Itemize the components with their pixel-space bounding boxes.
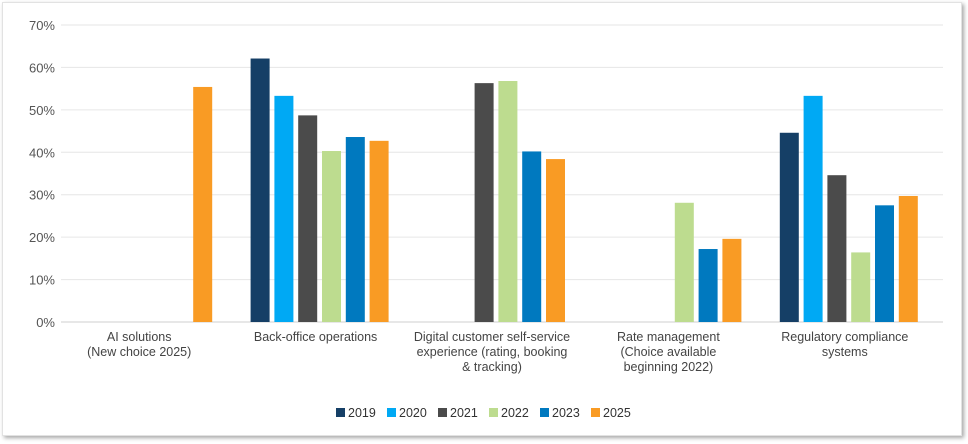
x-category-label: Back-office operations xyxy=(254,330,377,344)
chart-card: 0% 10% 20% 30% 40% 50% 60% 70% AI solutions (New … xyxy=(2,2,962,436)
bar-2021-cat-2 xyxy=(474,83,494,323)
y-tick-label: 40% xyxy=(29,145,55,160)
y-tick-label: 70% xyxy=(29,18,55,33)
x-category-label: systems xyxy=(822,345,868,359)
legend-label-2025: 2025 xyxy=(603,406,631,420)
x-category-label: Regulatory compliance xyxy=(781,330,908,344)
legend-swatch-2021 xyxy=(438,408,447,417)
bar-2022-cat-1 xyxy=(322,151,341,322)
bar-2021-cat-4 xyxy=(827,175,847,322)
x-category-label: & tracking) xyxy=(462,360,522,374)
legend-label-2020: 2020 xyxy=(399,406,427,420)
y-tick-label: 0% xyxy=(36,315,55,330)
x-category-label: Rate management xyxy=(617,330,720,344)
bar-chart: 0% 10% 20% 30% 40% 50% 60% 70% AI solutions(New … xyxy=(29,18,943,420)
bar-2025-cat-1 xyxy=(369,140,389,322)
bar-2019-cat-1 xyxy=(250,58,270,323)
y-tick-label: 50% xyxy=(29,103,55,118)
bar-2023-cat-1 xyxy=(345,137,365,322)
y-tick-label: 60% xyxy=(29,60,55,75)
bar-2022-cat-4 xyxy=(851,252,871,322)
bar-2019-cat-4 xyxy=(779,132,799,322)
bar-2025-cat-0 xyxy=(193,86,213,323)
bar-2025-cat-4 xyxy=(898,195,918,322)
y-tick-label: 20% xyxy=(29,230,55,245)
bar-2023-cat-4 xyxy=(875,205,894,322)
x-category-label: (Choice available xyxy=(620,345,716,359)
x-category-label: (New choice 2025) xyxy=(87,345,191,359)
x-category-label: beginning 2022) xyxy=(624,360,714,374)
legend-swatch-2020 xyxy=(387,408,396,417)
bar-2025-cat-3 xyxy=(722,238,742,322)
legend-swatch-2019 xyxy=(336,408,345,417)
bar-2022-cat-2 xyxy=(498,81,518,323)
bar-2020-cat-1 xyxy=(274,95,294,322)
legend-swatch-2025 xyxy=(591,408,600,417)
bar-2023-cat-3 xyxy=(698,249,718,322)
x-category-label: experience (rating, booking xyxy=(417,345,568,359)
bar-2021-cat-1 xyxy=(298,115,318,322)
legend-label-2022: 2022 xyxy=(501,406,529,420)
legend-label-2021: 2021 xyxy=(450,406,478,420)
bar-2022-cat-3 xyxy=(674,202,694,322)
legend-swatch-2022 xyxy=(489,408,498,417)
legend-label-2023: 2023 xyxy=(552,406,580,420)
y-tick-label: 30% xyxy=(29,188,55,203)
y-tick-label: 10% xyxy=(29,273,55,288)
x-category-label: AI solutions xyxy=(107,330,172,344)
legend-label-2019: 2019 xyxy=(348,406,376,420)
legend-swatch-2023 xyxy=(540,408,549,417)
x-category-label: Digital customer self-service xyxy=(414,330,570,344)
bar-2020-cat-4 xyxy=(803,95,823,322)
bar-2023-cat-2 xyxy=(522,151,542,322)
bar-2025-cat-2 xyxy=(546,159,565,322)
